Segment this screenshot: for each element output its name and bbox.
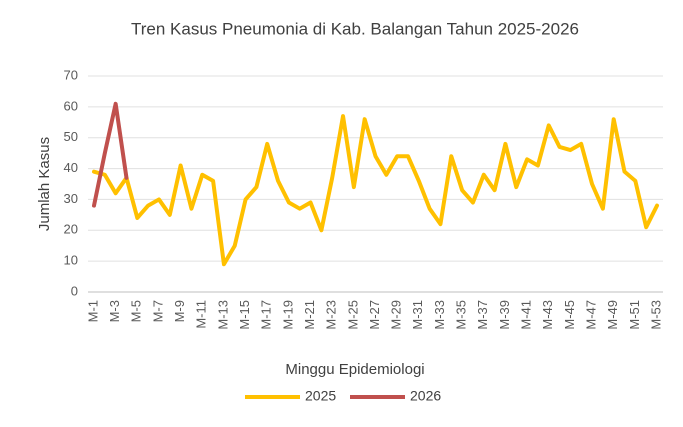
y-tick-label: 60 (64, 98, 78, 113)
series-line (92, 101, 129, 208)
x-tick-label: M-15 (237, 300, 252, 330)
x-tick-label: M-23 (324, 300, 339, 330)
y-tick-label: 10 (64, 253, 78, 268)
x-tick-label: M-47 (583, 300, 598, 330)
x-tick-label: M-1 (85, 300, 100, 322)
x-axis-title: Minggu Epidemiologi (285, 361, 424, 378)
y-tick-label: 40 (64, 160, 78, 175)
x-tick-label: M-3 (107, 300, 122, 322)
x-tick-label: M-29 (389, 300, 404, 330)
y-tick-label: 20 (64, 222, 78, 237)
x-tick-label: M-49 (605, 300, 620, 330)
y-tick-label: 0 (71, 283, 78, 298)
x-tick-label: M-21 (302, 300, 317, 330)
x-tick-label: M-53 (648, 300, 663, 330)
x-tick-label: M-35 (454, 300, 469, 330)
x-tick-label: M-51 (627, 300, 642, 330)
x-tick-label: M-39 (497, 300, 512, 330)
x-tick-label: M-25 (345, 300, 360, 330)
x-tick-label: M-45 (562, 300, 577, 330)
series-line (92, 114, 659, 267)
x-tick-label: M-19 (280, 300, 295, 330)
y-tick-label: 30 (64, 191, 78, 206)
chart-title: Tren Kasus Pneumonia di Kab. Balangan Ta… (131, 19, 579, 38)
y-axis-title: Jumlah Kasus (36, 137, 53, 231)
x-tick-label: M-11 (194, 300, 209, 329)
y-tick-label: 70 (64, 67, 78, 82)
x-tick-label: M-7 (150, 300, 165, 322)
legend-label: 2025 (305, 388, 336, 404)
x-tick-label: M-13 (215, 300, 230, 330)
legend-label: 2026 (410, 388, 441, 404)
x-tick-label: M-31 (410, 300, 425, 330)
x-tick-label: M-9 (172, 300, 187, 322)
x-tick-label: M-41 (519, 300, 534, 330)
x-tick-label: M-17 (259, 300, 274, 330)
y-tick-label: 50 (64, 129, 78, 144)
x-tick-label: M-27 (367, 300, 382, 330)
x-tick-label: M-43 (540, 300, 555, 330)
x-tick-label: M-33 (432, 300, 447, 330)
x-tick-label: M-5 (129, 300, 144, 322)
x-tick-label: M-37 (475, 300, 490, 330)
